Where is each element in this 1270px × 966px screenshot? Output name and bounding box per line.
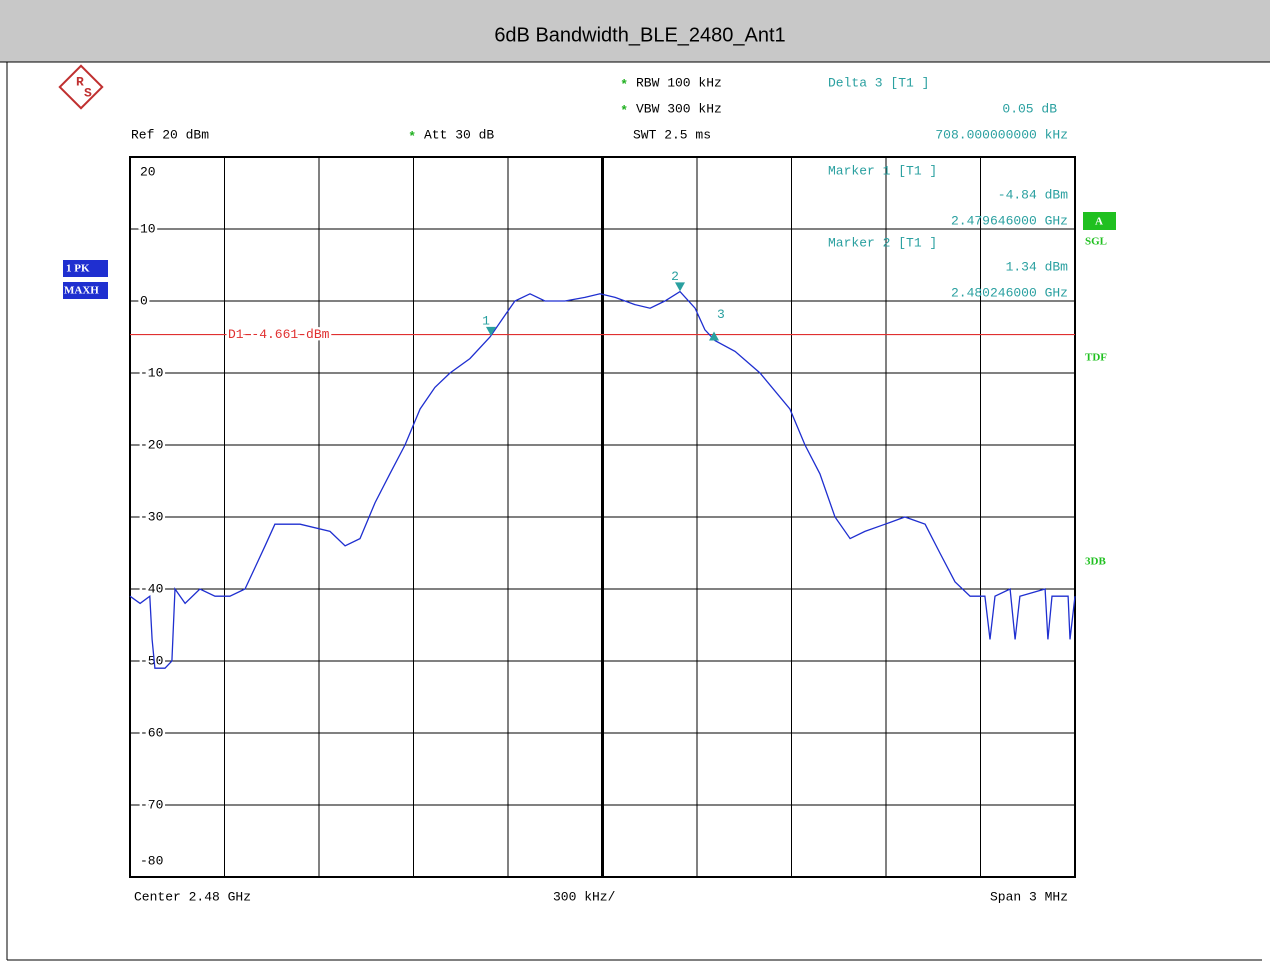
y-tick-label: 0 bbox=[140, 293, 148, 308]
trace bbox=[129, 290, 1076, 669]
delta-name: Delta 3 [T1 ] bbox=[828, 75, 929, 90]
y-tick-label: -20 bbox=[140, 437, 163, 452]
setting-mark: * bbox=[620, 77, 628, 92]
side-label: TDF bbox=[1085, 352, 1107, 364]
setting: VBW 300 kHz bbox=[636, 101, 722, 116]
y-tick-label: -80 bbox=[140, 853, 163, 868]
delta-marker bbox=[709, 331, 720, 341]
marker-value: 1.34 dBm bbox=[1006, 259, 1069, 274]
marker bbox=[485, 326, 496, 336]
side-label: A bbox=[1095, 216, 1103, 228]
side-label: MAXH bbox=[64, 285, 99, 297]
marker-freq: 2.480246000 GHz bbox=[951, 285, 1068, 300]
delta-value: 0.05 dB bbox=[1002, 101, 1057, 116]
setting: RBW 100 kHz bbox=[636, 75, 722, 90]
y-tick-label: -30 bbox=[140, 509, 163, 524]
side-label: 3DB bbox=[1085, 556, 1106, 568]
side-label: 1 PK bbox=[66, 263, 90, 275]
display-line-label: D1 -4.661 dBm bbox=[228, 327, 330, 342]
y-tick-label: -50 bbox=[140, 653, 163, 668]
y-tick-label: 10 bbox=[140, 221, 156, 236]
marker-label: 3 bbox=[717, 307, 725, 322]
badge bbox=[63, 282, 108, 299]
y-tick-label: 20 bbox=[140, 164, 156, 179]
chart-title: 6dB Bandwidth_BLE_2480_Ant1 bbox=[494, 24, 785, 46]
y-tick-label: -40 bbox=[140, 581, 163, 596]
footer-span: Span 3 MHz bbox=[990, 889, 1068, 904]
footer-center: Center 2.48 GHz bbox=[134, 889, 251, 904]
logo: R S bbox=[58, 64, 104, 110]
marker bbox=[674, 282, 685, 292]
y-tick-label: -70 bbox=[140, 797, 163, 812]
setting-mark: * bbox=[620, 103, 628, 118]
badge bbox=[63, 260, 108, 277]
title-bar bbox=[0, 0, 1270, 62]
setting: Att 30 dB bbox=[424, 127, 494, 142]
setting: Ref 20 dBm bbox=[131, 127, 209, 142]
marker-freq: 2.479646000 GHz bbox=[951, 213, 1068, 228]
marker-name: Marker 2 [T1 ] bbox=[828, 235, 937, 250]
marker-value: -4.84 dBm bbox=[998, 187, 1068, 202]
y-tick-label: -10 bbox=[140, 365, 163, 380]
side-label: SGL bbox=[1085, 236, 1107, 248]
footer-per-div: 300 kHz/ bbox=[553, 889, 616, 904]
svg-text:S: S bbox=[84, 85, 92, 100]
y-tick-label: -60 bbox=[140, 725, 163, 740]
marker-label: 1 bbox=[482, 313, 490, 328]
marker-name: Marker 1 [T1 ] bbox=[828, 163, 937, 178]
badge bbox=[1083, 212, 1116, 230]
svg-text:R: R bbox=[76, 74, 84, 89]
setting: SWT 2.5 ms bbox=[633, 127, 711, 142]
setting-mark: * bbox=[408, 129, 416, 144]
delta-offset: 708.000000000 kHz bbox=[935, 127, 1068, 142]
marker-label: 2 bbox=[671, 269, 679, 284]
